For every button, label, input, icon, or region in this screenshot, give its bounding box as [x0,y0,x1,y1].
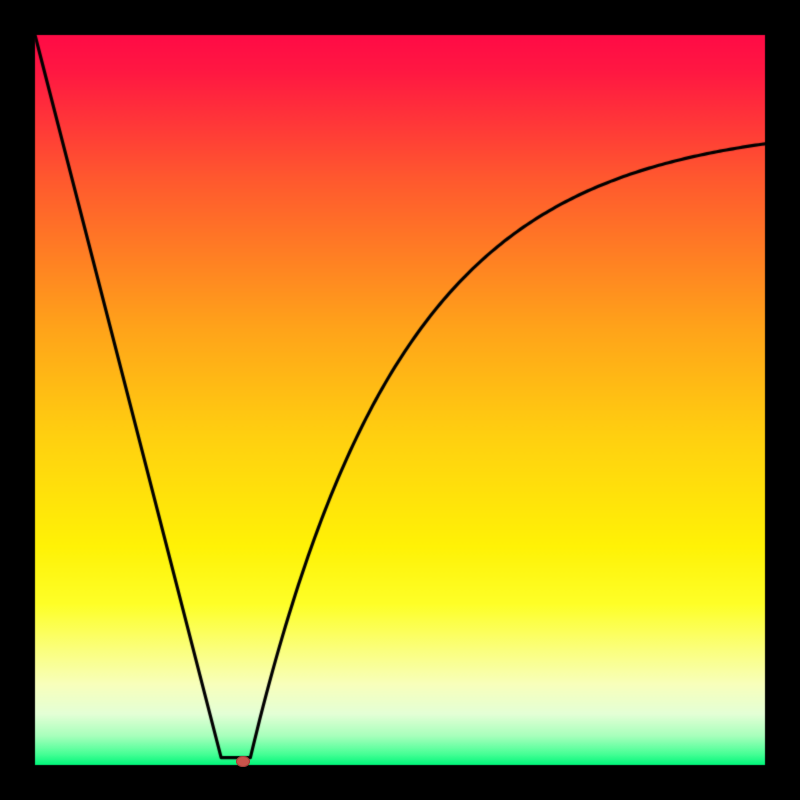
optimal-point-marker [236,756,250,767]
bottleneck-curve [0,0,800,800]
watermark-label: TheBottlenecker.com [527,5,770,33]
chart-container: TheBottlenecker.com [0,0,800,800]
